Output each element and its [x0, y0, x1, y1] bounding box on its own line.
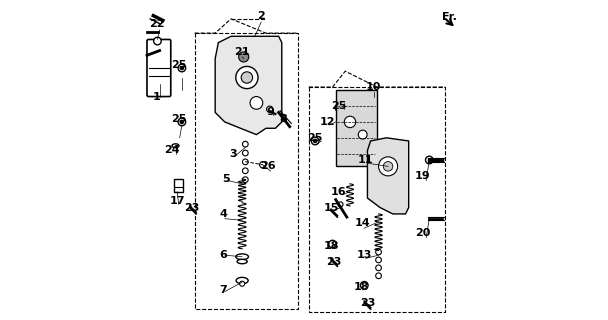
Text: 24: 24	[165, 146, 180, 156]
Text: 25: 25	[331, 101, 347, 111]
Circle shape	[311, 137, 319, 145]
Circle shape	[426, 156, 433, 164]
Circle shape	[250, 97, 263, 109]
Ellipse shape	[236, 254, 249, 260]
Polygon shape	[336, 90, 377, 166]
Text: 10: 10	[366, 82, 381, 92]
Text: 3: 3	[229, 149, 237, 159]
Circle shape	[260, 162, 266, 168]
Circle shape	[243, 159, 248, 165]
Text: 17: 17	[170, 196, 185, 206]
Text: 23: 23	[326, 257, 342, 267]
Text: 5: 5	[223, 174, 230, 184]
Text: 23: 23	[360, 298, 375, 308]
Circle shape	[239, 52, 249, 62]
Text: 25: 25	[308, 133, 323, 143]
Circle shape	[243, 168, 248, 174]
Circle shape	[358, 130, 367, 139]
Circle shape	[243, 150, 248, 156]
Text: 19: 19	[415, 171, 431, 181]
Circle shape	[241, 72, 252, 83]
Circle shape	[338, 202, 343, 207]
Ellipse shape	[236, 277, 248, 284]
Circle shape	[314, 140, 317, 142]
Circle shape	[178, 64, 185, 72]
Circle shape	[243, 177, 248, 182]
Text: 22: 22	[149, 19, 164, 28]
Circle shape	[236, 67, 258, 89]
Circle shape	[361, 282, 368, 289]
Circle shape	[379, 157, 398, 176]
Text: 21: 21	[235, 47, 250, 57]
Circle shape	[329, 240, 336, 248]
FancyBboxPatch shape	[147, 39, 171, 97]
Text: 4: 4	[219, 209, 227, 219]
Text: 25: 25	[171, 60, 187, 70]
Bar	[174, 179, 184, 192]
Text: 8: 8	[280, 114, 287, 124]
Text: 11: 11	[358, 155, 373, 165]
Circle shape	[376, 249, 381, 255]
Circle shape	[243, 141, 248, 147]
Text: 6: 6	[219, 250, 227, 260]
Ellipse shape	[237, 259, 247, 264]
Text: 7: 7	[219, 285, 227, 295]
Circle shape	[337, 106, 340, 109]
Text: 20: 20	[415, 228, 430, 238]
Polygon shape	[215, 36, 282, 135]
Text: 13: 13	[356, 250, 372, 260]
Circle shape	[181, 120, 184, 124]
Circle shape	[266, 106, 273, 112]
Circle shape	[154, 37, 161, 45]
Polygon shape	[367, 138, 409, 214]
Text: 25: 25	[171, 114, 187, 124]
Circle shape	[240, 281, 244, 286]
Text: 18: 18	[353, 282, 369, 292]
Text: 1: 1	[153, 92, 161, 101]
Circle shape	[376, 273, 381, 279]
Circle shape	[178, 118, 185, 126]
Circle shape	[181, 67, 184, 69]
Text: Fr.: Fr.	[442, 12, 457, 22]
Circle shape	[340, 99, 347, 107]
Text: 18: 18	[323, 241, 339, 251]
Circle shape	[376, 257, 381, 263]
Ellipse shape	[172, 144, 179, 148]
Circle shape	[376, 265, 381, 271]
Circle shape	[342, 101, 345, 105]
Text: 2: 2	[257, 11, 265, 21]
Text: 12: 12	[320, 117, 336, 127]
Text: 9: 9	[267, 108, 275, 117]
Text: 26: 26	[260, 161, 275, 171]
Text: 23: 23	[184, 203, 199, 212]
Circle shape	[344, 116, 356, 128]
Text: 15: 15	[323, 203, 339, 212]
Circle shape	[335, 104, 343, 111]
Circle shape	[383, 162, 393, 171]
Text: 16: 16	[331, 187, 347, 197]
Text: 14: 14	[355, 219, 370, 228]
